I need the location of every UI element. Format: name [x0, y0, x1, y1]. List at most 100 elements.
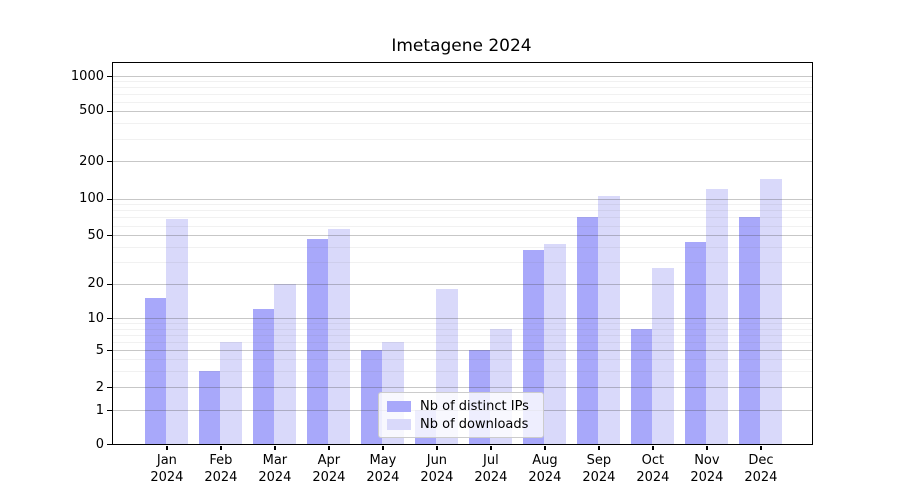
- bar-downloads: [328, 229, 350, 444]
- x-tick-mark: [598, 446, 600, 450]
- x-tick-label: Sep 2024: [569, 452, 629, 486]
- x-tick-label: Jan 2024: [137, 452, 197, 486]
- bar-downloads: [598, 196, 620, 444]
- gridline-major: [113, 283, 812, 285]
- bar-distinct-ips: [684, 241, 707, 444]
- gridline-minor: [113, 370, 812, 372]
- gridline-minor: [113, 93, 812, 95]
- x-tick-label: Aug 2024: [515, 452, 575, 486]
- gridline-minor: [113, 210, 812, 212]
- y-tick-mark: [107, 410, 112, 412]
- gridline-minor: [113, 328, 812, 330]
- bar-distinct-ips: [306, 239, 329, 444]
- gridline-minor: [113, 246, 812, 248]
- x-tick-label: Feb 2024: [191, 452, 251, 486]
- gridline-minor: [113, 341, 812, 343]
- x-tick-label-year: 2024: [690, 469, 724, 485]
- gridline-minor: [113, 359, 812, 361]
- x-tick-label: Apr 2024: [299, 452, 359, 486]
- x-tick-label-year: 2024: [204, 469, 238, 485]
- x-tick-mark: [220, 446, 222, 450]
- legend-item: Nb of downloads: [387, 416, 535, 433]
- gridline-minor: [113, 323, 812, 325]
- x-tick-label-year: 2024: [636, 469, 670, 485]
- gridline-minor: [113, 217, 812, 219]
- plot-area: [112, 62, 813, 445]
- x-tick-label: Nov 2024: [677, 452, 737, 486]
- gridline-major: [113, 235, 812, 236]
- x-tick-mark: [274, 446, 276, 450]
- legend-label: Nb of downloads: [420, 417, 529, 432]
- x-tick-label-year: 2024: [528, 469, 562, 485]
- y-tick-label: 1000: [70, 68, 104, 84]
- bar-downloads: [544, 244, 566, 444]
- gridline-major: [113, 110, 812, 112]
- y-tick-label: 2: [95, 379, 104, 395]
- bar-distinct-ips: [630, 328, 653, 444]
- legend-item: Nb of distinct IPs: [387, 398, 535, 415]
- gridline-minor: [113, 334, 812, 336]
- y-tick-label: 500: [79, 103, 104, 119]
- x-tick-label: Jun 2024: [407, 452, 467, 486]
- y-tick-label: 20: [87, 276, 104, 292]
- x-tick-mark: [652, 446, 654, 450]
- gridline-major: [113, 387, 812, 388]
- x-tick-label: Mar 2024: [245, 452, 305, 486]
- y-tick-mark: [107, 283, 112, 285]
- x-tick-mark: [490, 446, 492, 450]
- gridline-minor: [113, 225, 812, 227]
- bar-downloads: [706, 188, 728, 444]
- bar-downloads: [274, 283, 296, 444]
- bar-downloads: [220, 341, 242, 444]
- gridline-major: [113, 198, 812, 200]
- bar-distinct-ips: [360, 350, 383, 444]
- y-tick-mark: [107, 234, 112, 237]
- gridline-major: [113, 318, 812, 320]
- x-tick-mark: [328, 446, 330, 450]
- gridline-minor: [113, 101, 812, 103]
- gridline-minor: [113, 123, 812, 124]
- y-tick-label: 100: [79, 191, 104, 207]
- gridline-minor: [113, 204, 812, 206]
- gridline-minor: [113, 87, 812, 89]
- x-tick-label: Dec 2024: [731, 452, 791, 486]
- grid-layer: [113, 63, 812, 444]
- legend-swatch-distinct-ips: [387, 401, 411, 412]
- gridline-major: [113, 76, 812, 77]
- bar-downloads: [166, 218, 188, 444]
- x-tick-mark: [544, 446, 546, 450]
- y-tick-label: 50: [87, 227, 104, 243]
- gridline-minor: [113, 81, 812, 83]
- x-tick-label-year: 2024: [582, 469, 616, 485]
- x-tick-label: Jul 2024: [461, 452, 521, 486]
- x-tick-mark: [706, 446, 708, 450]
- x-tick-label-year: 2024: [420, 469, 454, 485]
- chart-title: Imetagene 2024: [391, 36, 532, 56]
- x-tick-mark: [382, 446, 384, 450]
- gridline-major: [113, 161, 812, 163]
- x-tick-label: May 2024: [353, 452, 413, 486]
- x-tick-label-year: 2024: [474, 469, 508, 485]
- x-tick-mark: [166, 446, 168, 450]
- y-tick-mark: [107, 161, 112, 163]
- x-tick-label: Oct 2024: [623, 452, 683, 486]
- gridline-minor: [113, 138, 812, 140]
- y-tick-mark: [107, 110, 112, 112]
- bar-distinct-ips: [576, 217, 599, 444]
- y-tick-mark: [107, 198, 112, 200]
- y-tick-label: 10: [87, 310, 104, 326]
- bar-distinct-ips: [252, 309, 275, 444]
- y-tick-mark: [107, 318, 112, 320]
- y-tick-mark: [107, 443, 112, 446]
- y-tick-mark: [107, 386, 112, 389]
- x-tick-label-year: 2024: [312, 469, 346, 485]
- y-tick-label: 1: [95, 402, 104, 418]
- y-tick-label: 200: [79, 153, 104, 169]
- gridline-major: [113, 350, 812, 352]
- legend-label: Nb of distinct IPs: [420, 399, 529, 414]
- x-tick-label-year: 2024: [366, 469, 400, 485]
- y-tick-mark: [107, 350, 112, 352]
- bar-downloads: [760, 178, 782, 444]
- bar-distinct-ips: [144, 298, 167, 444]
